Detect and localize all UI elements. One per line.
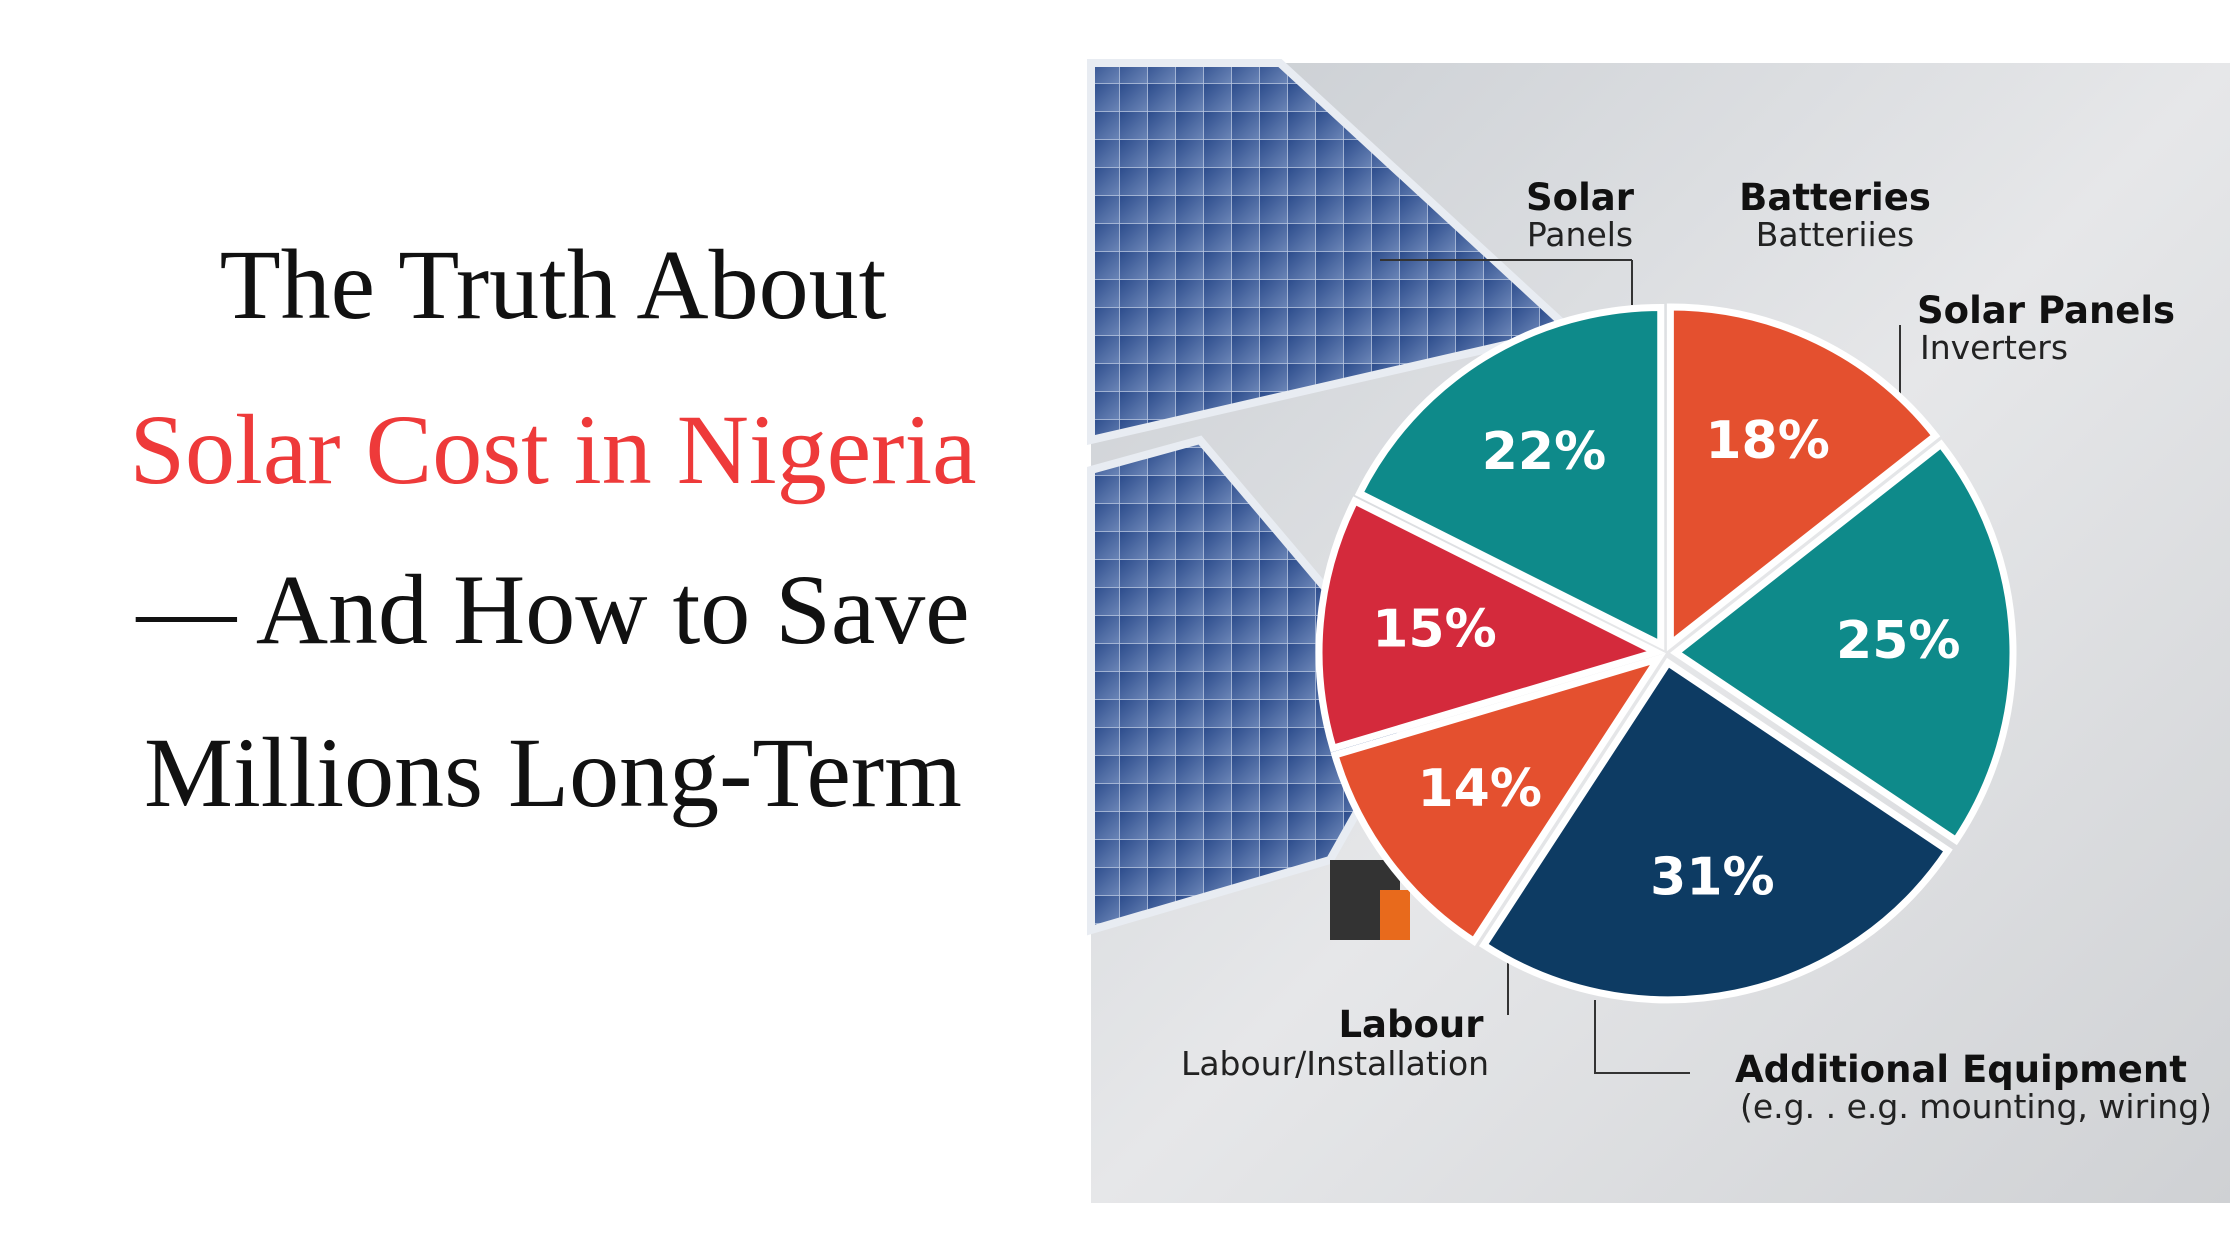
callout-subtitle: Batteriies [1756,215,1914,254]
callout-title: Batteries [1739,176,1931,219]
value-label: 25% [1836,611,1960,671]
leader-lines [1380,259,1901,1074]
value-label: 14% [1417,759,1541,819]
callout-subtitle: Inverters [1920,328,2068,367]
inverter-device [1380,890,1410,940]
headline-line: The Truth About [220,229,887,340]
callout-subtitle: Panels [1527,215,1633,254]
headline-line: Solar Cost in Nigeria [129,394,976,505]
headline-line: Millions Long-Term [144,717,962,828]
callout-subtitle: (e.g. . e.g. mounting, wiring) [1740,1087,2212,1126]
callout-title: Solar Panels [1917,289,2175,332]
value-label: 15% [1372,600,1496,660]
value-label: 31% [1650,848,1774,908]
callout-title: Additional Equipment [1735,1048,2187,1091]
callout-subtitle: Labour/Installation [1181,1044,1489,1083]
photo-panel [1087,59,2230,1203]
pie-slice [1315,496,1666,753]
pie-slice [1666,303,1941,652]
leader [1380,259,1633,305]
value-label: 18% [1705,411,1829,471]
callout-title: Solar [1526,176,1635,219]
value-label: 22% [1482,422,1606,482]
pie-slice [1330,652,1667,947]
headline-line: — And How to Save [135,554,969,665]
leader [1594,1000,1690,1074]
pie-slice [1479,657,1953,1004]
pie-slice [1670,439,2017,846]
callout-title: Labour [1338,1003,1484,1046]
pie-slice [1354,303,1665,651]
callouts: Solar Panels Batteries Batteriies Solar … [1181,176,2212,1126]
